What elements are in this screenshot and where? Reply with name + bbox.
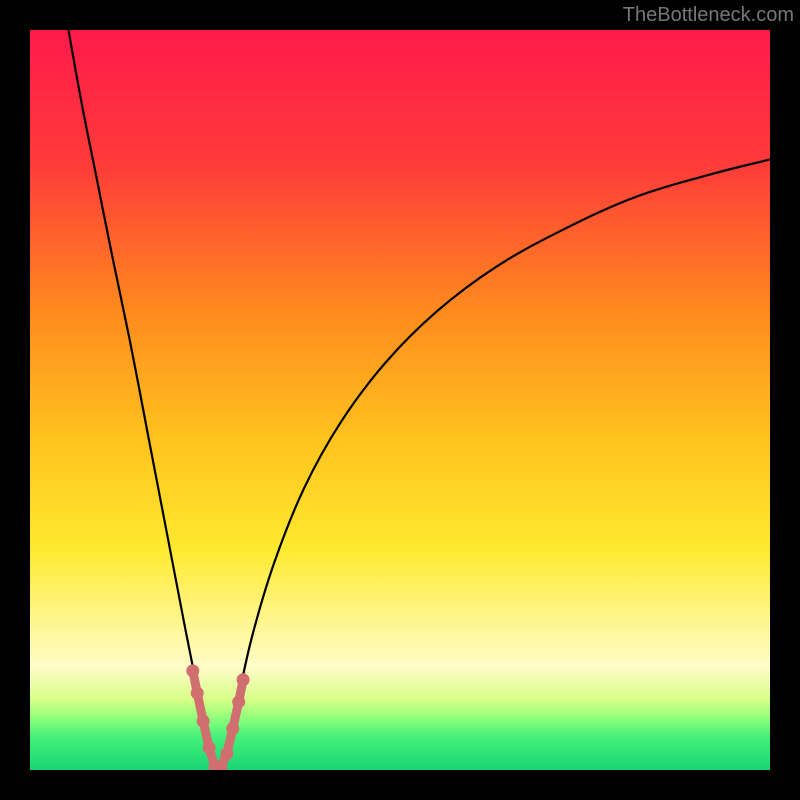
- chart-frame: TheBottleneck.com: [0, 0, 800, 800]
- marker-dot: [226, 722, 239, 735]
- marker-dot: [197, 715, 210, 728]
- marker-dot: [220, 747, 233, 760]
- marker-dot: [203, 741, 216, 754]
- bottleneck-chart-svg: [0, 0, 800, 800]
- marker-dot: [237, 673, 250, 686]
- marker-dot: [232, 695, 245, 708]
- marker-dot: [191, 687, 204, 700]
- marker-dot: [186, 664, 199, 677]
